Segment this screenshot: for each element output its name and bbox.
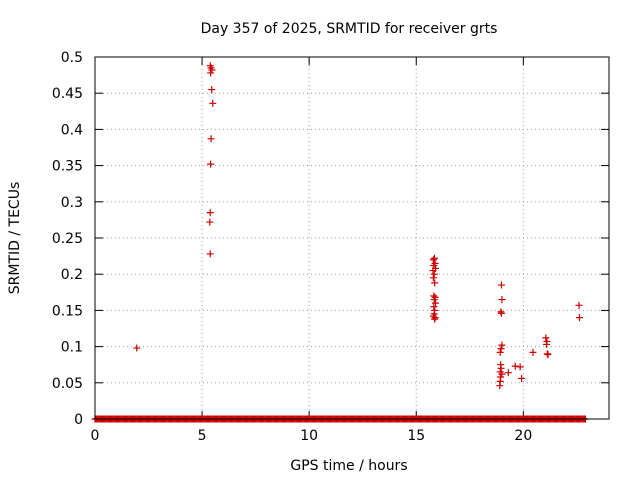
- y-tick-labels: 0 0.05 0.1 0.15 0.2 0.25 0.3 0.35 0.4 0.45 0.5: [52, 50, 83, 428]
- data-point: [497, 281, 505, 289]
- x-tick-labels: 0 5 10 15 20: [91, 428, 533, 444]
- plot-border: [94, 56, 610, 420]
- data-point: [575, 314, 583, 322]
- x-tick-label: 20: [514, 428, 532, 444]
- data-point: [430, 296, 438, 304]
- data-point: [430, 254, 438, 262]
- y-tick-label: 0.3: [61, 195, 83, 211]
- data-point: [431, 279, 439, 287]
- x-tick-label: 15: [407, 428, 425, 444]
- data-point: [209, 99, 217, 107]
- data-point: [542, 334, 550, 342]
- data-point: [497, 309, 505, 317]
- data-point: [542, 340, 550, 348]
- data-point: [575, 301, 583, 309]
- y-tick-label: 0.05: [52, 376, 83, 392]
- data-point: [432, 264, 440, 272]
- y-axis-label: SRMTID / TECUs: [7, 182, 23, 295]
- data-point: [207, 135, 215, 143]
- y-tick-label: 0: [74, 412, 83, 428]
- data-point: [504, 369, 512, 377]
- data-point: [498, 341, 506, 349]
- data-point: [207, 69, 215, 77]
- data-point: [432, 299, 440, 307]
- y-tick-label: 0.1: [61, 340, 83, 356]
- y-tick-label: 0.15: [52, 303, 83, 319]
- data-point: [498, 296, 506, 304]
- data-point: [206, 218, 214, 226]
- y-tick-label: 0.35: [52, 159, 83, 175]
- data-point: [206, 209, 214, 217]
- data-point: [429, 274, 437, 282]
- x-tick-label: 10: [300, 428, 318, 444]
- data-point: [497, 308, 505, 316]
- data-point: [208, 86, 216, 94]
- data-point: [496, 348, 504, 356]
- y-tick-label: 0.45: [52, 86, 83, 102]
- data-point: [511, 362, 519, 370]
- x-tick-label: 5: [198, 428, 207, 444]
- data-point: [207, 160, 215, 168]
- grid-lines: [95, 57, 609, 419]
- y-tick-label: 0.5: [61, 50, 83, 66]
- y-tick-label: 0.4: [61, 122, 83, 138]
- data-point: [133, 344, 141, 352]
- data-point: [544, 351, 552, 359]
- data-points: [133, 62, 583, 390]
- data-point: [518, 374, 526, 382]
- y-tick-label: 0.2: [61, 267, 83, 283]
- data-point: [496, 382, 504, 390]
- data-point: [497, 345, 505, 353]
- y-tick-label: 0.25: [52, 231, 83, 247]
- data-point: [430, 270, 438, 278]
- x-tick-label: 0: [91, 428, 100, 444]
- data-point: [430, 303, 438, 311]
- data-point: [431, 315, 439, 323]
- data-point: [543, 350, 551, 358]
- x-axis-label: GPS time / hours: [290, 458, 407, 474]
- data-point: [206, 250, 214, 258]
- chart-title: Day 357 of 2025, SRMTID for receiver grt…: [201, 21, 498, 37]
- data-point: [516, 363, 524, 371]
- data-point: [529, 348, 537, 356]
- data-point: [497, 364, 505, 372]
